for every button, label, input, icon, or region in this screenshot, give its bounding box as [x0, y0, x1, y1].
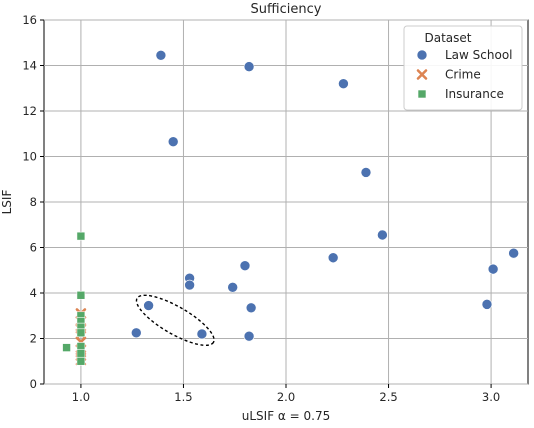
legend-insurance-label: Insurance	[445, 87, 504, 101]
y-tick-label: 0	[30, 377, 37, 391]
law-school-point	[338, 78, 349, 89]
x-tick-label: 1.0	[72, 390, 90, 404]
law-school-point	[143, 300, 154, 311]
y-tick-label: 10	[22, 150, 37, 164]
legend-law-school-marker	[416, 49, 428, 61]
law-school-point	[196, 328, 208, 340]
law-school-point	[239, 260, 251, 272]
x-tick-label: 2.0	[277, 390, 295, 404]
y-tick-label: 2	[30, 332, 37, 346]
insurance-point	[76, 356, 86, 366]
legend-entries: Law School Crime Insurance	[416, 48, 513, 101]
insurance-point	[76, 348, 86, 358]
law-school-point	[508, 247, 519, 259]
x-tick-label: 1.5	[174, 390, 192, 404]
y-tick-label: 12	[22, 104, 37, 118]
law-school-point	[184, 279, 195, 291]
legend-law-school-label: Law School	[445, 48, 513, 62]
y-tick-label: 8	[30, 195, 37, 209]
law-school-point	[245, 302, 257, 314]
law-school-point	[481, 299, 493, 310]
law-school-point	[155, 49, 167, 61]
law-school-point	[227, 282, 238, 293]
legend-insurance-marker	[417, 89, 427, 99]
insurance-point	[76, 328, 86, 338]
chart-title: Sufficiency	[251, 2, 322, 17]
axis-ticks: 1.0 1.5 2.0 2.5 3.0 0 2 4 6 8 10 12 14 16	[22, 13, 500, 404]
law-school-point	[243, 61, 255, 72]
law-school-point	[377, 229, 388, 241]
x-axis-label: uLSIF α = 0.75	[242, 409, 330, 423]
highlight-ellipse	[135, 294, 215, 347]
legend-crime-label: Crime	[445, 68, 481, 82]
law-school-point	[243, 330, 255, 342]
law-school-point	[487, 263, 499, 275]
law-school-point	[130, 327, 142, 339]
law-school-point	[327, 252, 339, 264]
legend-box	[403, 25, 523, 111]
law-school-point	[360, 167, 372, 178]
legend-title: Dataset	[425, 31, 472, 45]
legend-crime-marker	[416, 69, 428, 80]
annotation-layer	[135, 294, 215, 347]
law-school-point	[167, 136, 179, 148]
y-axis-label: LSIF	[0, 190, 14, 215]
y-tick-label: 14	[22, 59, 37, 73]
legend: Dataset Law School Crime Insurance	[403, 25, 523, 111]
y-tick-label: 16	[22, 13, 37, 27]
y-tick-label: 4	[30, 286, 37, 300]
insurance-point	[62, 343, 71, 352]
x-tick-label: 2.5	[379, 390, 397, 404]
y-tick-label: 6	[30, 241, 37, 255]
insurance-point	[76, 290, 86, 300]
x-tick-label: 3.0	[482, 390, 500, 404]
data-points	[62, 49, 519, 366]
insurance-point	[76, 231, 86, 241]
